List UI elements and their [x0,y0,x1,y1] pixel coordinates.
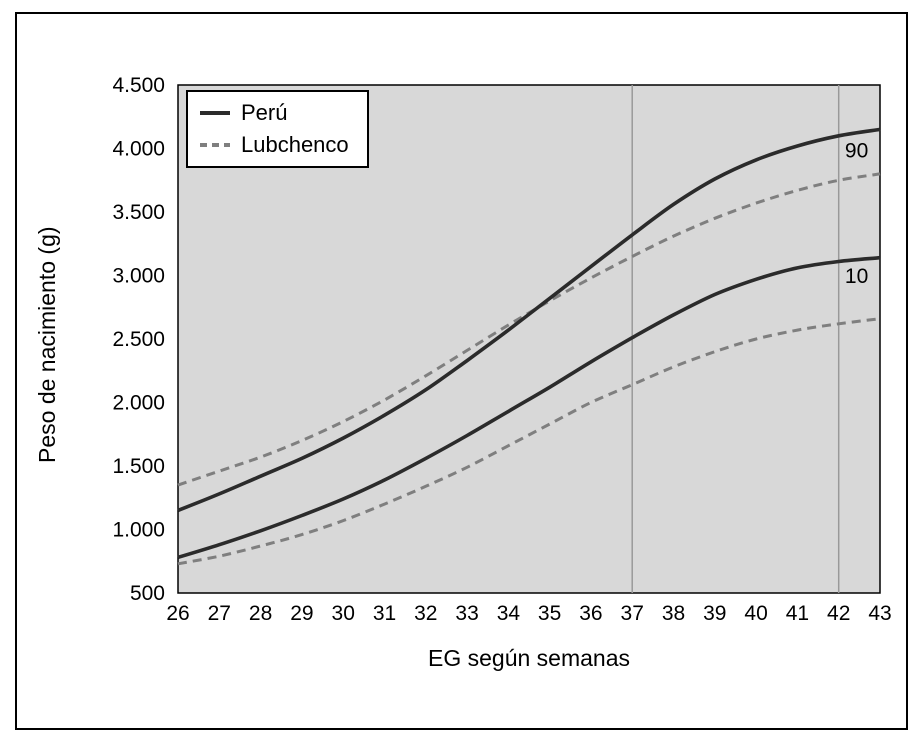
legend-item-lubchenco: Lubchenco [200,134,349,156]
x-tick-label-26: 26 [166,602,189,625]
figure-border [15,12,908,730]
x-tick-label-27: 27 [208,602,231,625]
x-tick-label-28: 28 [249,602,272,625]
legend-label-peru: Perú [241,100,288,125]
x-tick-label-39: 39 [703,602,726,625]
plot-area [177,84,881,594]
x-tick-label-43: 43 [868,602,891,625]
x-tick-label-31: 31 [373,602,396,625]
y-tick-label-3500: 3.500 [112,201,165,224]
legend-item-peru: Perú [200,102,349,124]
y-tick-label-4000: 4.000 [112,138,165,161]
annotation-10: 10 [845,265,868,288]
y-tick-label-2000: 2.000 [112,392,165,415]
x-tick-label-32: 32 [414,602,437,625]
annotation-90: 90 [845,139,868,162]
x-axis-title: EG según semanas [427,645,630,671]
x-tick-label-36: 36 [579,602,602,625]
x-tick-label-40: 40 [744,602,767,625]
y-tick-label-1500: 1.500 [112,455,165,478]
y-tick-label-4500: 4.500 [112,74,165,97]
x-tick-label-37: 37 [621,602,644,625]
legend: Perú Lubchenco [186,90,369,168]
peru-line-swatch [200,111,230,115]
y-tick-label-1000: 1.000 [112,519,165,542]
x-tick-label-33: 33 [455,602,478,625]
x-tick-label-29: 29 [290,602,313,625]
series-peru-p90 [177,127,881,513]
x-tick-label-34: 34 [497,602,521,625]
x-tick-label-38: 38 [662,602,685,625]
series-lubchenco-p10 [177,317,881,566]
series-peru-p10 [177,255,881,560]
x-tick-label-42: 42 [827,602,850,625]
y-axis-title: Peso de nacimiento (g) [34,226,60,463]
y-tick-label-3000: 3.000 [112,265,165,288]
x-tick-label-35: 35 [538,602,561,625]
y-tick-label-500: 500 [130,582,165,605]
y-tick-label-2500: 2.500 [112,328,165,351]
legend-label-lubchenco: Lubchenco [241,132,349,157]
lubchenco-line-swatch [200,143,230,147]
x-tick-label-41: 41 [786,602,809,625]
x-tick-label-30: 30 [332,602,355,625]
